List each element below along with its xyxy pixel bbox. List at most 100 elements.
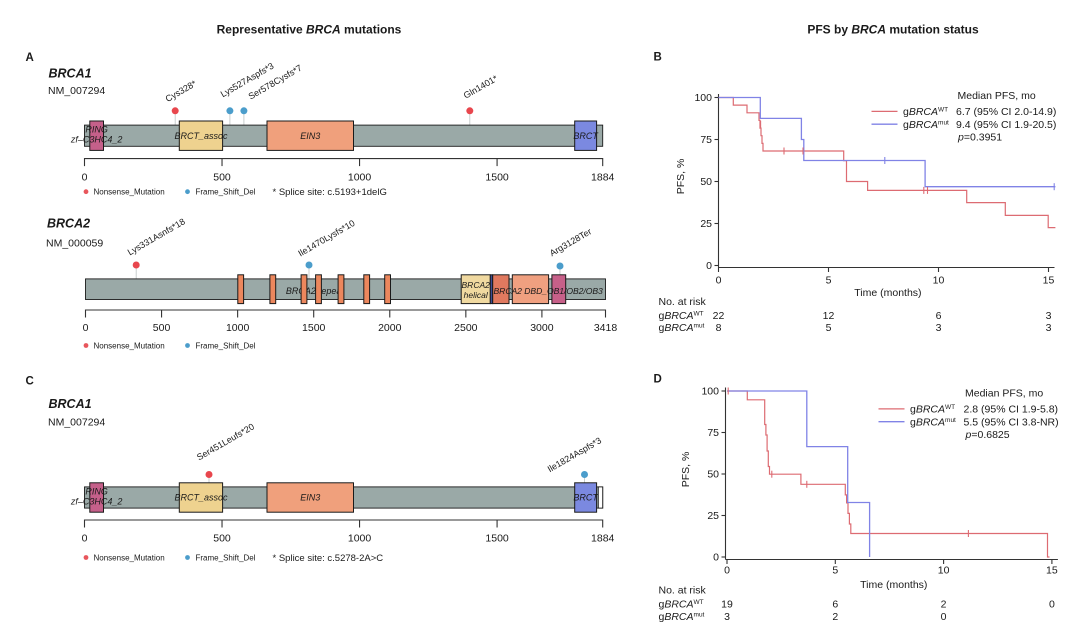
svg-text:Nonsense_Mutation: Nonsense_Mutation [94, 554, 165, 563]
svg-text:3000: 3000 [530, 322, 554, 334]
svg-text:D: D [654, 374, 662, 386]
svg-text:0: 0 [706, 260, 712, 272]
svg-text:0: 0 [724, 565, 730, 577]
svg-text:PFS, %: PFS, % [675, 159, 687, 195]
svg-text:19: 19 [721, 599, 733, 611]
svg-text:EIN3: EIN3 [300, 131, 320, 141]
svg-text:gBRCAWT: gBRCAWT [659, 310, 704, 322]
svg-text:3: 3 [1046, 310, 1052, 322]
svg-text:3418: 3418 [594, 322, 618, 334]
svg-text:5: 5 [832, 565, 838, 577]
svg-text:gBRCAWT: gBRCAWT [903, 106, 948, 118]
svg-text:1884: 1884 [591, 172, 615, 184]
svg-text:15: 15 [1043, 274, 1055, 286]
svg-text:BRCT: BRCT [573, 131, 599, 141]
svg-text:3: 3 [724, 611, 730, 623]
svg-text:BRCA2 DBD_OB1/OB2/OB3: BRCA2 DBD_OB1/OB2/OB3 [494, 286, 604, 296]
svg-text:NM_007294: NM_007294 [48, 417, 105, 429]
svg-text:5: 5 [826, 322, 832, 334]
svg-text:gBRCAmut: gBRCAmut [910, 416, 956, 428]
svg-text:2.8 (95% CI 1.9-5.8): 2.8 (95% CI 1.9-5.8) [964, 404, 1059, 416]
svg-text:1000: 1000 [348, 533, 372, 545]
svg-text:12: 12 [823, 310, 835, 322]
svg-text:2: 2 [832, 611, 838, 623]
svg-text:0: 0 [713, 552, 719, 564]
svg-text:2000: 2000 [378, 322, 402, 334]
svg-text:100: 100 [701, 386, 719, 398]
svg-text:zf–C3HC4_2: zf–C3HC4_2 [70, 496, 123, 506]
svg-text:PFS, %: PFS, % [680, 452, 692, 488]
svg-text:5.5 (95% CI 3.8-NR): 5.5 (95% CI 3.8-NR) [964, 416, 1059, 428]
svg-text:Nonsense_Mutation: Nonsense_Mutation [94, 188, 165, 197]
svg-text:A: A [26, 52, 34, 64]
svg-text:50: 50 [707, 469, 719, 481]
svg-text:BRCA1: BRCA1 [49, 397, 92, 411]
svg-text:25: 25 [707, 510, 719, 522]
svg-text:3: 3 [1046, 322, 1052, 334]
svg-text:p=0.6825: p=0.6825 [965, 429, 1010, 441]
svg-text:BRCA2: BRCA2 [462, 280, 491, 290]
svg-text:B: B [654, 52, 662, 64]
svg-text:Frame_Shift_Del: Frame_Shift_Del [196, 342, 256, 351]
svg-text:gBRCAmut: gBRCAmut [903, 119, 949, 131]
svg-text:1000: 1000 [226, 322, 250, 334]
svg-text:Time (months): Time (months) [860, 579, 927, 591]
svg-text:2: 2 [941, 599, 947, 611]
svg-text:zf–C3HC4_2: zf–C3HC4_2 [70, 135, 123, 145]
svg-text:500: 500 [153, 322, 171, 334]
svg-text:500: 500 [213, 533, 231, 545]
svg-text:gBRCAmut: gBRCAmut [659, 322, 705, 334]
svg-text:NM_007294: NM_007294 [48, 85, 105, 97]
svg-text:gBRCAWT: gBRCAWT [659, 599, 704, 611]
svg-text:0: 0 [83, 322, 89, 334]
svg-text:Frame_Shift_Del: Frame_Shift_Del [196, 188, 256, 197]
svg-text:0: 0 [716, 274, 722, 286]
svg-text:Time (months): Time (months) [854, 287, 921, 299]
svg-text:0: 0 [82, 172, 88, 184]
svg-text:BRCT: BRCT [573, 493, 599, 503]
svg-text:RING: RING [85, 486, 108, 496]
svg-text:EIN3: EIN3 [300, 493, 320, 503]
svg-text:BRCA1: BRCA1 [49, 67, 92, 81]
svg-text:1500: 1500 [485, 172, 509, 184]
svg-text:helical: helical [464, 290, 489, 300]
svg-text:3: 3 [936, 322, 942, 334]
svg-text:500: 500 [213, 172, 231, 184]
svg-text:0: 0 [82, 533, 88, 545]
svg-text:1500: 1500 [485, 533, 509, 545]
svg-text:gBRCAWT: gBRCAWT [910, 404, 955, 416]
svg-text:10: 10 [933, 274, 945, 286]
svg-text:p=0.3951: p=0.3951 [957, 132, 1002, 144]
svg-text:15: 15 [1046, 565, 1058, 577]
svg-text:* Splice site: c.5278-2A>C: * Splice site: c.5278-2A>C [273, 553, 384, 564]
svg-text:BRCT_assoc: BRCT_assoc [174, 493, 228, 503]
svg-text:PFS by BRCA mutation status: PFS by BRCA mutation status [807, 23, 979, 37]
svg-text:NM_000059: NM_000059 [46, 238, 103, 250]
svg-text:Representative BRCA mutations: Representative BRCA mutations [217, 23, 402, 37]
svg-text:6: 6 [832, 599, 838, 611]
svg-text:C: C [26, 376, 34, 388]
svg-text:50: 50 [700, 176, 712, 188]
svg-text:gBRCAmut: gBRCAmut [659, 611, 705, 623]
svg-text:No. at risk: No. at risk [659, 585, 707, 597]
svg-text:10: 10 [938, 565, 950, 577]
svg-text:6.7 (95% CI 2.0-14.9): 6.7 (95% CI 2.0-14.9) [956, 106, 1056, 118]
svg-text:BRCT_assoc: BRCT_assoc [174, 131, 228, 141]
svg-text:RING: RING [85, 125, 108, 135]
svg-text:75: 75 [700, 134, 712, 146]
svg-text:* Splice site: c.5193+1delG: * Splice site: c.5193+1delG [273, 187, 387, 198]
svg-text:2500: 2500 [454, 322, 478, 334]
svg-text:22: 22 [713, 310, 725, 322]
svg-text:0: 0 [1049, 599, 1055, 611]
svg-text:0: 0 [941, 611, 947, 623]
svg-text:Median PFS, mo: Median PFS, mo [958, 90, 1036, 102]
svg-text:Frame_Shift_Del: Frame_Shift_Del [196, 554, 256, 563]
svg-text:5: 5 [826, 274, 832, 286]
svg-text:1500: 1500 [302, 322, 326, 334]
svg-text:6: 6 [936, 310, 942, 322]
svg-text:1000: 1000 [348, 172, 372, 184]
svg-text:100: 100 [694, 92, 712, 104]
svg-text:No. at risk: No. at risk [659, 296, 707, 308]
svg-text:BRCA2: BRCA2 [47, 217, 90, 231]
svg-text:8: 8 [716, 322, 722, 334]
